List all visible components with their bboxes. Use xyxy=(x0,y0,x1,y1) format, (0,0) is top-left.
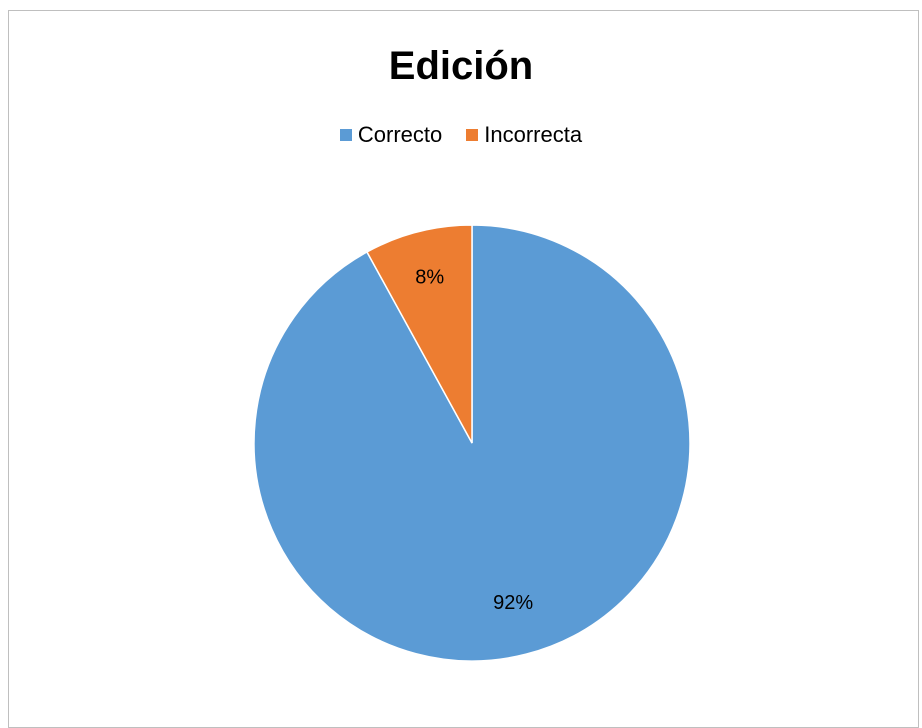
legend: Correcto Incorrecta xyxy=(0,122,922,148)
legend-swatch-incorrecta xyxy=(466,129,479,141)
chart-title: Edición xyxy=(388,44,534,88)
legend-item-correcto: Correcto xyxy=(339,122,443,148)
legend-label-incorrecta: Incorrecta xyxy=(484,122,583,147)
pie-slice-incorrecta xyxy=(365,224,473,444)
legend-item-incorrecta: Incorrecta xyxy=(466,122,582,148)
pie-data-label-correcto: 92% xyxy=(493,592,533,614)
legend-swatch-correcto xyxy=(339,129,352,141)
pie-data-label-incorrecta: 8% xyxy=(415,267,444,289)
legend-label-correcto: Correcto xyxy=(357,122,443,147)
